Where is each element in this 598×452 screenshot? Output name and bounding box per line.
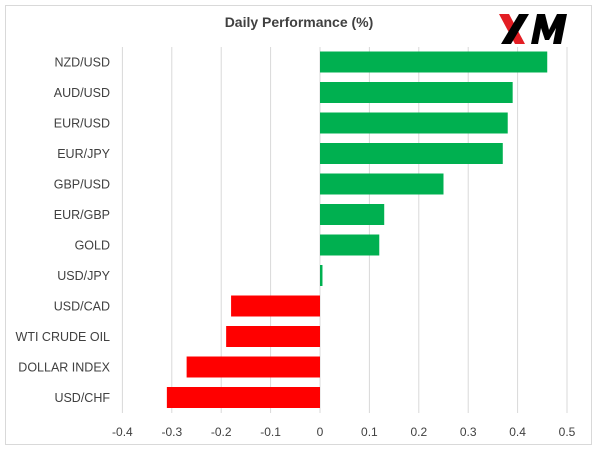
category-label: GOLD <box>75 239 110 253</box>
bars <box>166 51 548 408</box>
bar-eur-usd <box>320 112 508 134</box>
x-tick-label: 0 <box>317 425 324 439</box>
bar-gold <box>320 234 380 256</box>
x-tick-labels: -0.4 -0.3 -0.2 -0.1 0 0.1 0.2 0.3 0.4 0.5 <box>112 425 576 439</box>
x-tick-label: -0.2 <box>211 425 232 439</box>
xm-logo <box>499 14 567 44</box>
category-label: GBP/USD <box>54 178 110 192</box>
x-tick-label: 0.5 <box>559 425 576 439</box>
category-label: EUR/GBP <box>54 208 110 222</box>
x-tick-label: -0.1 <box>260 425 281 439</box>
category-label: USD/JPY <box>57 269 110 283</box>
bar-usd-jpy <box>320 265 323 286</box>
category-label: EUR/USD <box>54 117 110 131</box>
x-tick-label: 0.4 <box>509 425 526 439</box>
logo-m <box>531 14 567 44</box>
bar-nzd-usd <box>320 51 548 73</box>
bar-aud-usd <box>320 82 513 103</box>
category-labels: NZD/USD AUD/USD EUR/USD EUR/JPY GBP/USD EUR/G… <box>16 56 111 406</box>
category-label: USD/CAD <box>54 300 110 314</box>
chart-title: Daily Performance (%) <box>224 14 374 30</box>
bar-eur-jpy <box>320 143 503 164</box>
category-label: USD/CHF <box>54 391 110 405</box>
bar-dollar-index <box>186 356 320 378</box>
bar-usd-cad <box>231 295 320 317</box>
bar-wti-crude-oil <box>226 326 320 347</box>
bar-gbp-usd <box>320 173 444 195</box>
category-label: AUD/USD <box>54 86 110 100</box>
logo-x-black-stroke <box>501 14 529 44</box>
x-tick-label: -0.3 <box>161 425 182 439</box>
x-tick-label: 0.1 <box>361 425 378 439</box>
x-tick-label: 0.3 <box>460 425 477 439</box>
category-label: EUR/JPY <box>57 147 110 161</box>
x-tick-label: -0.4 <box>112 425 133 439</box>
category-label: WTI CRUDE OIL <box>16 330 110 344</box>
category-label: NZD/USD <box>54 56 110 70</box>
bar-usd-chf <box>166 387 320 408</box>
category-label: DOLLAR INDEX <box>18 361 110 375</box>
grid-lines <box>121 47 568 413</box>
x-tick-label: 0.2 <box>410 425 427 439</box>
bar-eur-gbp <box>320 204 385 225</box>
